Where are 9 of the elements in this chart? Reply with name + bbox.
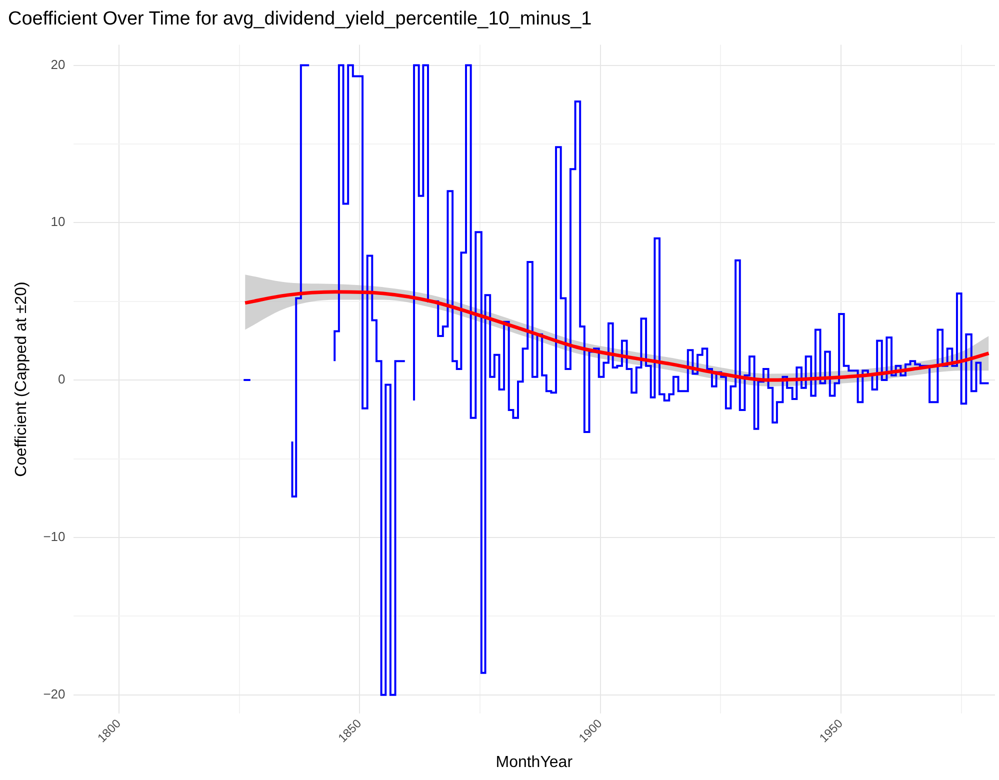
x-axis-title: MonthYear xyxy=(496,754,574,771)
y-tick-label: −20 xyxy=(43,686,66,702)
y-tick-label: 10 xyxy=(50,214,66,230)
y-axis-title: Coefficient (Capped at ±20) xyxy=(13,282,30,477)
y-tick-label: −10 xyxy=(43,529,66,544)
line-series xyxy=(243,290,990,382)
y-tick-label: 0 xyxy=(58,372,66,387)
y-tick-label: 20 xyxy=(50,56,66,72)
chart-title: Coefficient Over Time for avg_dividend_yield_percentile_10_minus_1 xyxy=(8,8,592,30)
